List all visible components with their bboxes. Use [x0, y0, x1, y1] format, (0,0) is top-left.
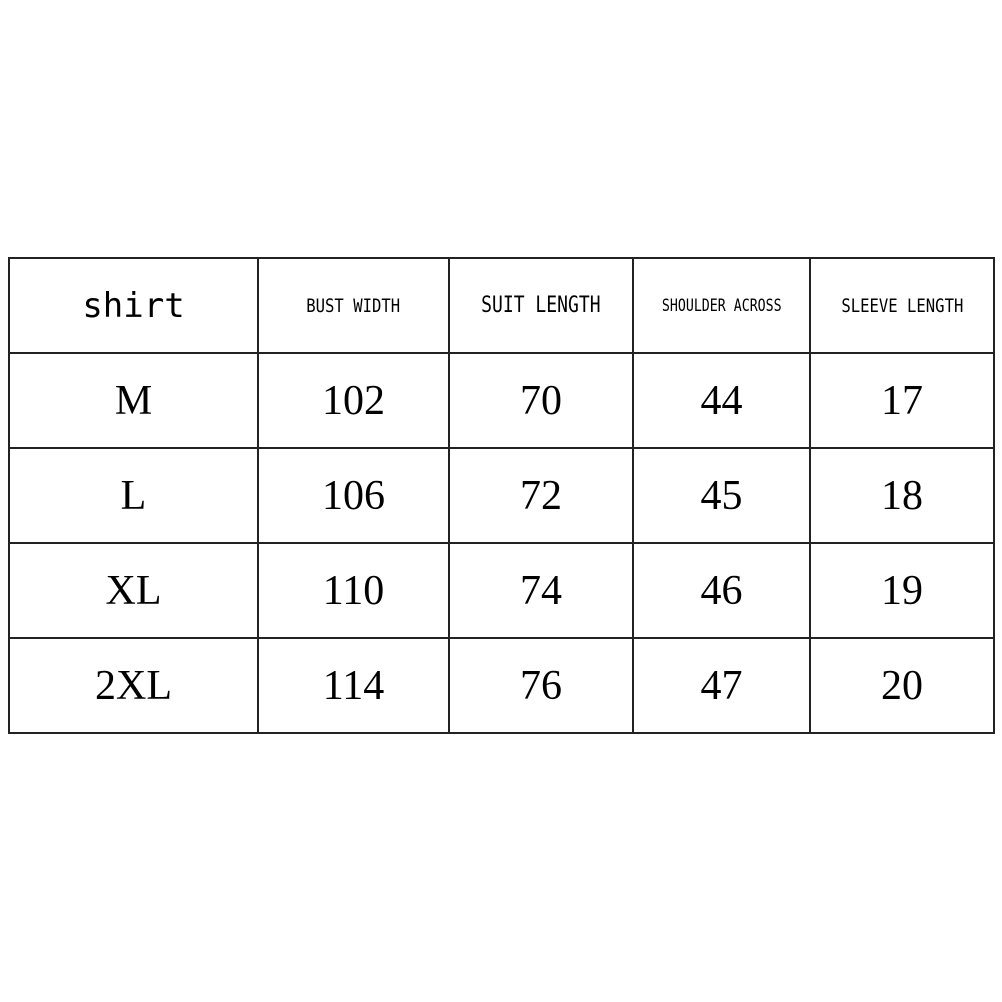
header-cell: BUST WIDTH	[257, 257, 450, 354]
size-cell: M	[8, 352, 259, 449]
header-cell: SLEEVE LENGTH	[809, 257, 995, 354]
table-row: XL 110 74 46 19	[8, 542, 995, 639]
header-shoulder-across: SHOULDER ACROSS	[661, 295, 782, 316]
value-cell: 102	[257, 352, 450, 449]
value-cell: 74	[448, 542, 634, 639]
table-row: 2XL 114 76 47 20	[8, 637, 995, 734]
size-cell: XL	[8, 542, 259, 639]
value-cell: 110	[257, 542, 450, 639]
value-cell: 19	[809, 542, 995, 639]
value-cell: 70	[448, 352, 634, 449]
value-cell: 20	[809, 637, 995, 734]
value-cell: 46	[632, 542, 811, 639]
value-cell: 76	[448, 637, 634, 734]
value-cell: 47	[632, 637, 811, 734]
table-title: shirt	[82, 285, 185, 326]
size-cell: 2XL	[8, 637, 259, 734]
value-cell: 18	[809, 447, 995, 544]
header-cell: SHOULDER ACROSS	[632, 257, 811, 354]
value-cell: 45	[632, 447, 811, 544]
header-cell: SUIT LENGTH	[448, 257, 634, 354]
value-cell: 72	[448, 447, 634, 544]
table-row: L 106 72 45 18	[8, 447, 995, 544]
table-row: M 102 70 44 17	[8, 352, 995, 449]
header-sleeve-length: SLEEVE LENGTH	[841, 294, 963, 317]
header-suit-length: SUIT LENGTH	[481, 293, 601, 318]
header-bust-width: BUST WIDTH	[306, 294, 401, 317]
value-cell: 17	[809, 352, 995, 449]
size-chart-table: shirt BUST WIDTH SUIT LENGTH SHOULDER AC…	[8, 257, 995, 734]
header-cell-title: shirt	[8, 257, 259, 354]
value-cell: 106	[257, 447, 450, 544]
header-row: shirt BUST WIDTH SUIT LENGTH SHOULDER AC…	[8, 257, 995, 354]
value-cell: 114	[257, 637, 450, 734]
value-cell: 44	[632, 352, 811, 449]
size-cell: L	[8, 447, 259, 544]
